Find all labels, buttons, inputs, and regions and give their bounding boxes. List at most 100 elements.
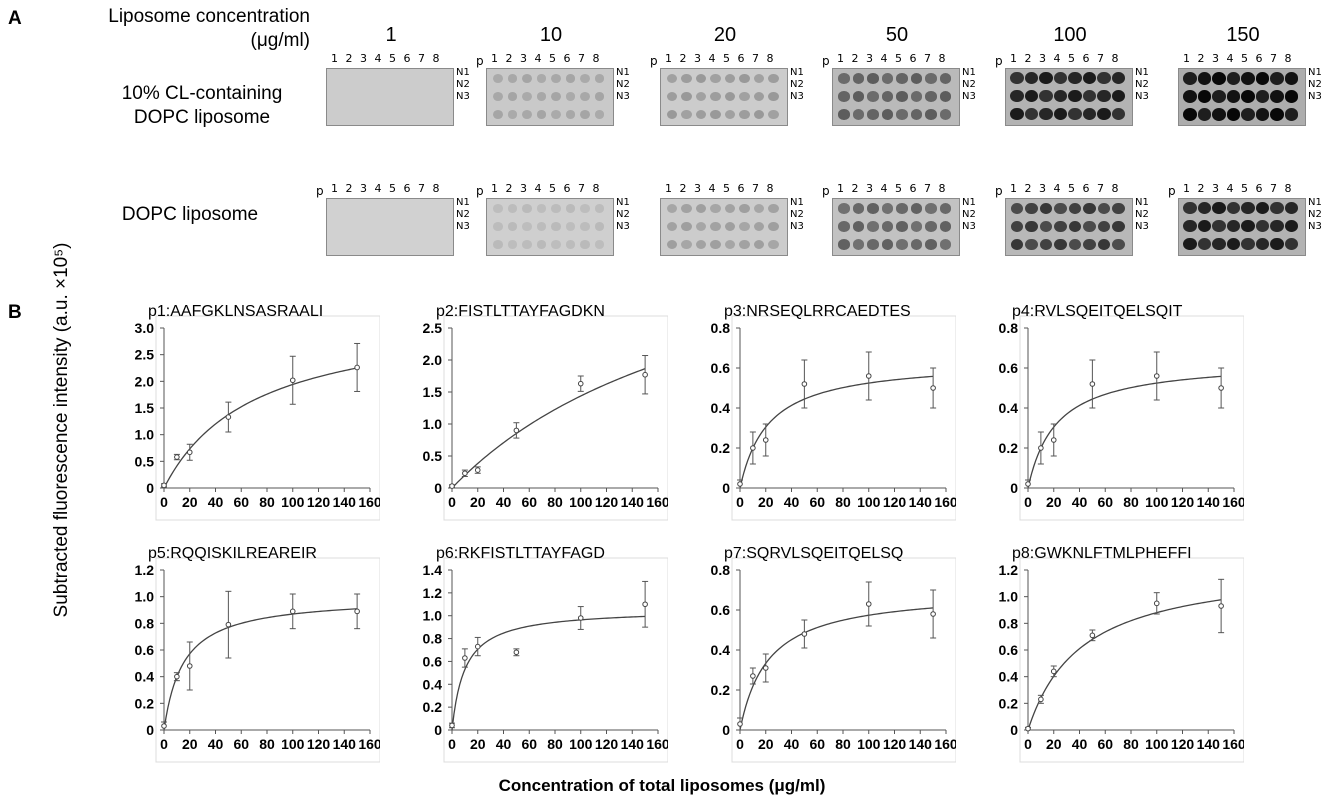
y-tick-label: 0.8 <box>999 320 1019 336</box>
blot-spot <box>1212 72 1226 85</box>
x-tick-label: 20 <box>758 494 774 510</box>
y-tick-label: 1.0 <box>999 589 1019 605</box>
data-point <box>225 401 232 433</box>
blot-spot <box>565 222 576 231</box>
y-tick-label: 0.2 <box>999 695 1019 711</box>
blot-spot <box>493 222 503 231</box>
concentration-label-line2: (μg/ml) <box>250 30 311 51</box>
blot-spot <box>1284 202 1299 215</box>
blot-row-label: N3 <box>790 221 804 232</box>
blot-spot <box>710 203 721 214</box>
data-point <box>173 672 180 682</box>
blot-column-label: 3 <box>1039 182 1046 195</box>
blot-spot <box>594 204 605 213</box>
blot-spot <box>1039 108 1053 121</box>
blot-spot <box>1255 72 1270 85</box>
blot-row-labels: N1 N2 N3 <box>456 197 490 233</box>
blot-spot <box>838 203 850 214</box>
y-tick-label: 0.2 <box>711 682 731 698</box>
blot-row-label: N3 <box>1135 221 1149 232</box>
blot-membrane <box>832 198 960 256</box>
blot-spot <box>896 203 908 214</box>
blot-spot <box>565 204 576 213</box>
fit-curve <box>1027 599 1222 731</box>
blot-spot <box>507 204 518 213</box>
blot-spot <box>1226 108 1241 121</box>
blot-spot <box>1212 220 1226 233</box>
blot-column-label: 5 <box>723 52 730 65</box>
blot-spot <box>1112 202 1125 214</box>
y-tick-label: 0.2 <box>135 695 155 711</box>
blot-membrane <box>660 68 788 126</box>
blot-spot <box>507 222 518 231</box>
blot-column-label: 6 <box>1255 52 1263 65</box>
y-tick-label: 0.4 <box>999 400 1019 416</box>
blot-column-label: 4 <box>374 52 382 65</box>
blot-spot <box>507 92 518 101</box>
blot-column-label: 8 <box>938 182 946 195</box>
chart-panel: p5:RQQISKILREAREIR 0 0.2 0.4 0.6 0.8 1.0 1.2 0 20… <box>135 545 380 763</box>
blot-spot <box>753 109 765 120</box>
x-tick-label: 60 <box>521 736 537 752</box>
blot-spot <box>1024 108 1039 121</box>
blot-row-label: N3 <box>456 91 470 102</box>
blot-p-label: p <box>995 54 1003 68</box>
blot-column-label: 5 <box>549 182 556 195</box>
y-tick-label: 2.0 <box>423 352 443 368</box>
blot-spot <box>1112 220 1125 232</box>
blot-column-label: 1 <box>837 52 844 65</box>
blot-row-labels: N1 N2 N3 <box>790 67 824 103</box>
blot-spot <box>896 221 908 232</box>
x-tick-label: 40 <box>784 736 800 752</box>
x-tick-label: 100 <box>1145 736 1169 752</box>
blot-spot <box>565 240 576 249</box>
blot-column-label: 5 <box>549 52 556 65</box>
blot-p-label: p <box>995 184 1003 198</box>
blot-spot <box>565 110 576 119</box>
dot-blot: p 1 2 3 4 5 6 7 8 N1 N2 N3 <box>822 180 997 270</box>
fit-curve <box>739 607 934 731</box>
x-tick-label: 60 <box>521 494 537 510</box>
data-marker <box>1089 632 1096 639</box>
blot-spot <box>1212 202 1226 215</box>
blot-column-label: 2 <box>851 52 859 65</box>
data-marker <box>737 481 743 487</box>
data-point <box>577 375 584 392</box>
data-marker <box>462 470 468 477</box>
blot-spot <box>1111 72 1126 85</box>
y-tick-label: 0.5 <box>135 453 155 469</box>
x-tick-label: 0 <box>1024 494 1032 510</box>
x-tick-label: 160 <box>1222 736 1244 752</box>
data-point <box>1025 479 1031 489</box>
blot-spot <box>666 73 678 84</box>
blot-spot <box>724 73 736 84</box>
data-marker <box>801 381 808 387</box>
blot-spot <box>1112 238 1125 250</box>
blot-spot <box>753 221 765 232</box>
blot-column-label: 3 <box>694 182 701 195</box>
blot-spot <box>925 91 937 102</box>
y-tick-label: 0.6 <box>711 360 731 376</box>
blot-spot <box>1241 72 1255 85</box>
blot-row-labels: N1 N2 N3 <box>962 197 996 233</box>
blot-spot <box>1241 202 1255 215</box>
blot-spot <box>910 91 923 102</box>
blot-row-label: N2 <box>456 79 470 90</box>
blot-spot <box>1025 202 1038 214</box>
x-tick-label: 60 <box>233 736 249 752</box>
blot-spot <box>910 239 923 250</box>
blot-row-label: N2 <box>1308 79 1322 90</box>
blot-column-label: 8 <box>432 52 440 65</box>
dot-blot: p 1 2 3 4 5 6 7 8 N1 N2 N3 <box>995 50 1170 140</box>
blot-spot <box>739 91 750 102</box>
blot-row-labels: N1 N2 N3 <box>456 67 490 103</box>
blot-column-label: 4 <box>1053 182 1061 195</box>
blot-column-label: 3 <box>1039 52 1046 65</box>
blot-column-label: 5 <box>895 182 902 195</box>
blot-spot <box>580 92 590 101</box>
y-tick-label: 0 <box>434 722 442 738</box>
dot-blot: p 1 2 3 4 5 6 7 8 N1 N2 N3 <box>995 180 1170 270</box>
panel-b-letter: B <box>8 302 22 323</box>
data-point <box>449 722 455 729</box>
data-point <box>161 482 167 489</box>
